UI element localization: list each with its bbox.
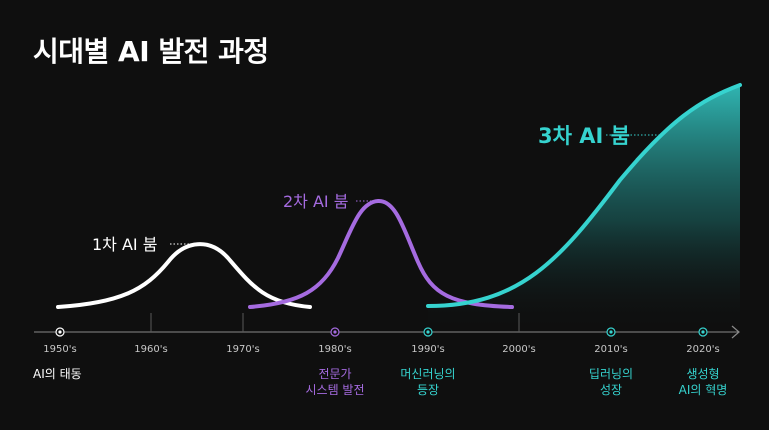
milestone-deep-learning: 딥러닝의 성장 — [578, 366, 644, 398]
marker-1950 — [55, 327, 65, 337]
decade-label-2020: 2020's — [686, 344, 719, 355]
milestone-line: 머신러닝의 — [400, 367, 456, 381]
decade-label-1960: 1960's — [134, 344, 167, 355]
first-boom-curve — [56, 242, 312, 309]
milestone-ai-birth: AI의 태동 — [33, 366, 82, 382]
decade-label-1980: 1980's — [318, 344, 351, 355]
decade-label-1970: 1970's — [226, 344, 259, 355]
marker-2010 — [606, 327, 616, 337]
decade-label-1990: 1990's — [411, 344, 444, 355]
decade-label-1950: 1950's — [43, 344, 76, 355]
third-boom-curve — [426, 83, 742, 308]
milestone-line: 딥러닝의 — [588, 367, 634, 381]
page-title: 시대별 AI 발전 과정 — [33, 35, 269, 68]
milestone-line: 시스템 발전 — [305, 383, 365, 397]
decade-label-2000: 2000's — [502, 344, 535, 355]
milestone-machine-learning: 머신러닝의 등장 — [390, 366, 466, 398]
milestone-line: AI의 태동 — [33, 367, 82, 381]
milestone-generative-ai: 생성형 AI의 혁명 — [670, 366, 736, 398]
milestone-line: 전문가 — [318, 367, 352, 381]
second-boom-label: 2차 AI 붐 — [283, 192, 348, 211]
second-boom-curve — [248, 198, 514, 309]
third-boom-label: 3차 AI 붐 — [538, 124, 630, 148]
third-boom-area — [428, 85, 740, 332]
milestone-line: 등장 — [416, 383, 440, 397]
marker-1980 — [330, 327, 340, 337]
marker-1990 — [423, 327, 433, 337]
decade-label-2010: 2010's — [594, 344, 627, 355]
milestone-line: AI의 혁명 — [678, 383, 728, 397]
milestone-line: 생성형 — [686, 367, 720, 381]
marker-2020 — [698, 327, 708, 337]
milestone-expert-systems: 전문가 시스템 발전 — [298, 366, 372, 398]
first-boom-label: 1차 AI 붐 — [92, 235, 157, 254]
timeline-arrow-icon — [731, 325, 740, 339]
milestone-line: 성장 — [599, 383, 623, 397]
